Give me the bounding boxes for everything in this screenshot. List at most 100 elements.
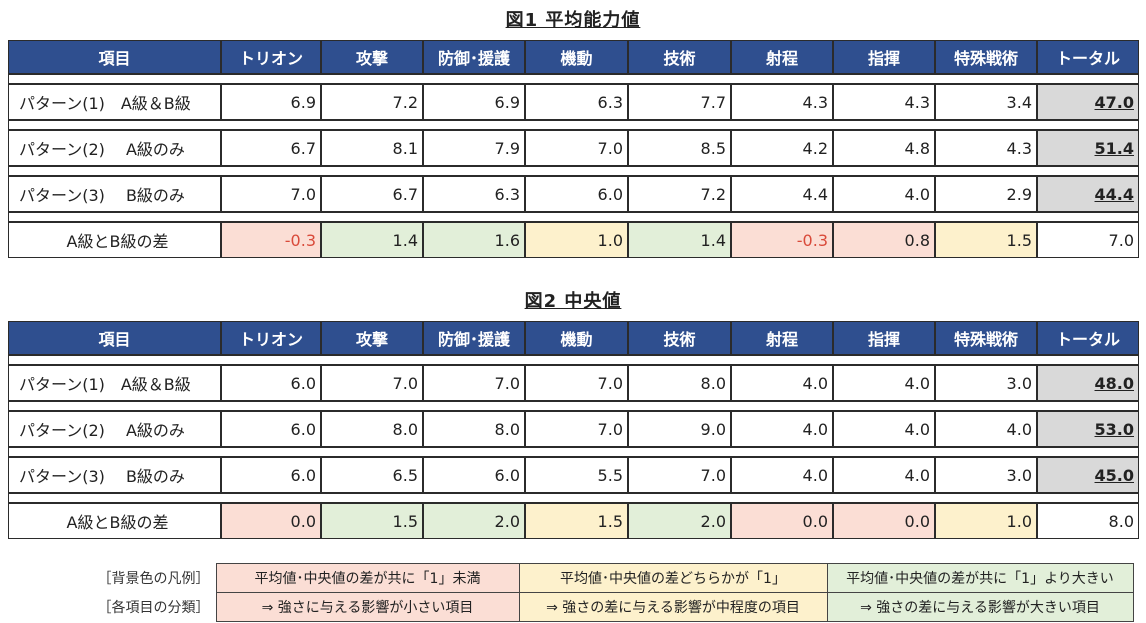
value-cell: 2.9: [935, 176, 1037, 212]
value-cell: 8.0: [628, 365, 731, 401]
total-cell: 45.0: [1037, 457, 1139, 493]
total-cell: 48.0: [1037, 365, 1139, 401]
column-header: 防御･援護: [423, 40, 525, 74]
table-row: パターン(2) A級のみ 6.0 8.0 8.0 7.0 9.0 4.0 4.0 4.0 53.0: [8, 411, 1139, 447]
value-cell: 3.0: [935, 457, 1037, 493]
column-header: 射程: [731, 40, 833, 74]
value-cell: 4.0: [833, 176, 935, 212]
value-cell: 4.2: [731, 130, 833, 166]
column-header: 特殊戦術: [935, 321, 1037, 355]
value-cell: 7.0: [321, 365, 423, 401]
value-cell: 6.9: [221, 84, 321, 120]
value-cell: 5.5: [525, 457, 628, 493]
diff-cell: 1.5: [935, 222, 1037, 258]
diff-total-cell: 8.0: [1037, 503, 1139, 539]
diff-cell: 1.4: [321, 222, 423, 258]
value-cell: 4.4: [731, 176, 833, 212]
value-cell: 7.0: [628, 457, 731, 493]
diff-cell: 1.0: [525, 222, 628, 258]
column-header: 特殊戦術: [935, 40, 1037, 74]
legend-low-meaning: ⇒ 強さに与える影響が小さい項目: [215, 592, 520, 622]
diff-cell: 1.4: [628, 222, 731, 258]
value-cell: 7.9: [423, 130, 525, 166]
diff-cell: 0.8: [833, 222, 935, 258]
row-label: A級とB級の差: [8, 503, 221, 539]
value-cell: 7.0: [525, 130, 628, 166]
total-cell: 44.4: [1037, 176, 1139, 212]
value-cell: 3.0: [935, 365, 1037, 401]
value-cell: 6.3: [525, 84, 628, 120]
column-header: トリオン: [221, 321, 321, 355]
column-header: 項目: [8, 321, 221, 355]
value-cell: 6.5: [321, 457, 423, 493]
column-header: 射程: [731, 321, 833, 355]
column-header: トータル: [1037, 321, 1139, 355]
table-row: パターン(1) A級＆B級 6.0 7.0 7.0 7.0 8.0 4.0 4.0 3.0 48.…: [8, 365, 1139, 401]
row-label: パターン(3) B級のみ: [8, 457, 221, 493]
header-row: 項目 トリオン 攻撃 防御･援護 機動 技術 射程 指揮 特殊戦術 トータル: [8, 40, 1139, 74]
column-header: 技術: [628, 40, 731, 74]
column-header: 機動: [525, 40, 628, 74]
diff-cell: 0.0: [833, 503, 935, 539]
value-cell: 8.1: [321, 130, 423, 166]
value-cell: 3.4: [935, 84, 1037, 120]
value-cell: 8.0: [321, 411, 423, 447]
total-cell: 53.0: [1037, 411, 1139, 447]
column-header: 技術: [628, 321, 731, 355]
legend-row-classes: ［各項目の分類］ ⇒ 強さに与える影響が小さい項目 ⇒ 強さの差に与える影響が中…: [90, 592, 1134, 622]
legend-mid: 平均値･中央値の差どちらかが「1」: [518, 563, 828, 593]
value-cell: 4.0: [935, 411, 1037, 447]
value-cell: 6.0: [423, 457, 525, 493]
column-header: トータル: [1037, 40, 1139, 74]
row-label: パターン(3) B級のみ: [8, 176, 221, 212]
value-cell: 6.0: [525, 176, 628, 212]
column-header: 機動: [525, 321, 628, 355]
diff-cell: 1.0: [935, 503, 1037, 539]
value-cell: 6.0: [221, 411, 321, 447]
value-cell: 4.0: [833, 457, 935, 493]
legend-mid-meaning: ⇒ 強さの差に与える影響が中程度の項目: [518, 592, 828, 622]
value-cell: 4.0: [833, 411, 935, 447]
value-cell: 4.0: [731, 457, 833, 493]
total-cell: 47.0: [1037, 84, 1139, 120]
fig2-title: 図2 中央値: [524, 291, 622, 312]
legend-high: 平均値･中央値の差が共に「1」より大きい: [826, 563, 1134, 593]
diff-cell: -0.3: [221, 222, 321, 258]
row-label: パターン(2) A級のみ: [8, 411, 221, 447]
row-label: パターン(2) A級のみ: [8, 130, 221, 166]
row-label: パターン(1) A級＆B級: [8, 84, 221, 120]
value-cell: 7.0: [525, 365, 628, 401]
legend-label-colors: ［背景色の凡例］: [97, 571, 210, 587]
legend-row-colors: ［背景色の凡例］ 平均値･中央値の差が共に「1」未満 平均値･中央値の差どちらか…: [90, 563, 1134, 593]
column-header: 攻撃: [321, 40, 423, 74]
value-cell: 6.9: [423, 84, 525, 120]
table-row: パターン(2) A級のみ 6.7 8.1 7.9 7.0 8.5 4.2 4.8 4.3 51.4: [8, 130, 1139, 166]
difference-row: A級とB級の差 0.0 1.5 2.0 1.5 2.0 0.0 0.0 1.0 8.0: [8, 503, 1139, 539]
value-cell: 8.0: [423, 411, 525, 447]
value-cell: 4.3: [935, 130, 1037, 166]
column-header: 指揮: [833, 40, 935, 74]
diff-cell: 1.6: [423, 222, 525, 258]
fig1-table: 項目 トリオン 攻撃 防御･援護 機動 技術 射程 指揮 特殊戦術 トータル パターン(1) A級＆…: [8, 40, 1139, 258]
row-label: A級とB級の差: [8, 222, 221, 258]
value-cell: 6.7: [321, 176, 423, 212]
table-row: パターン(3) B級のみ 7.0 6.7 6.3 6.0 7.2 4.4 4.0 2.9 44.4: [8, 176, 1139, 212]
diff-cell: -0.3: [731, 222, 833, 258]
column-header: 項目: [8, 40, 221, 74]
column-header: 指揮: [833, 321, 935, 355]
fig2-table: 項目 トリオン 攻撃 防御･援護 機動 技術 射程 指揮 特殊戦術 トータル パターン(1) A級＆…: [8, 321, 1139, 539]
diff-cell: 2.0: [423, 503, 525, 539]
diff-cell: 0.0: [731, 503, 833, 539]
diff-cell: 2.0: [628, 503, 731, 539]
legend-high-meaning: ⇒ 強さの差に与える影響が大きい項目: [826, 592, 1134, 622]
value-cell: 4.3: [731, 84, 833, 120]
header-row: 項目 トリオン 攻撃 防御･援護 機動 技術 射程 指揮 特殊戦術 トータル: [8, 321, 1139, 355]
color-legend: ［背景色の凡例］ 平均値･中央値の差が共に「1」未満 平均値･中央値の差どちらか…: [90, 563, 1134, 622]
table-row: パターン(3) B級のみ 6.0 6.5 6.0 5.5 7.0 4.0 4.0 3.0 45.0: [8, 457, 1139, 493]
difference-row: A級とB級の差 -0.3 1.4 1.6 1.0 1.4 -0.3 0.8 1.5 7.0: [8, 222, 1139, 258]
value-cell: 7.0: [525, 411, 628, 447]
value-cell: 6.0: [221, 365, 321, 401]
value-cell: 4.8: [833, 130, 935, 166]
diff-cell: 0.0: [221, 503, 321, 539]
total-cell: 51.4: [1037, 130, 1139, 166]
